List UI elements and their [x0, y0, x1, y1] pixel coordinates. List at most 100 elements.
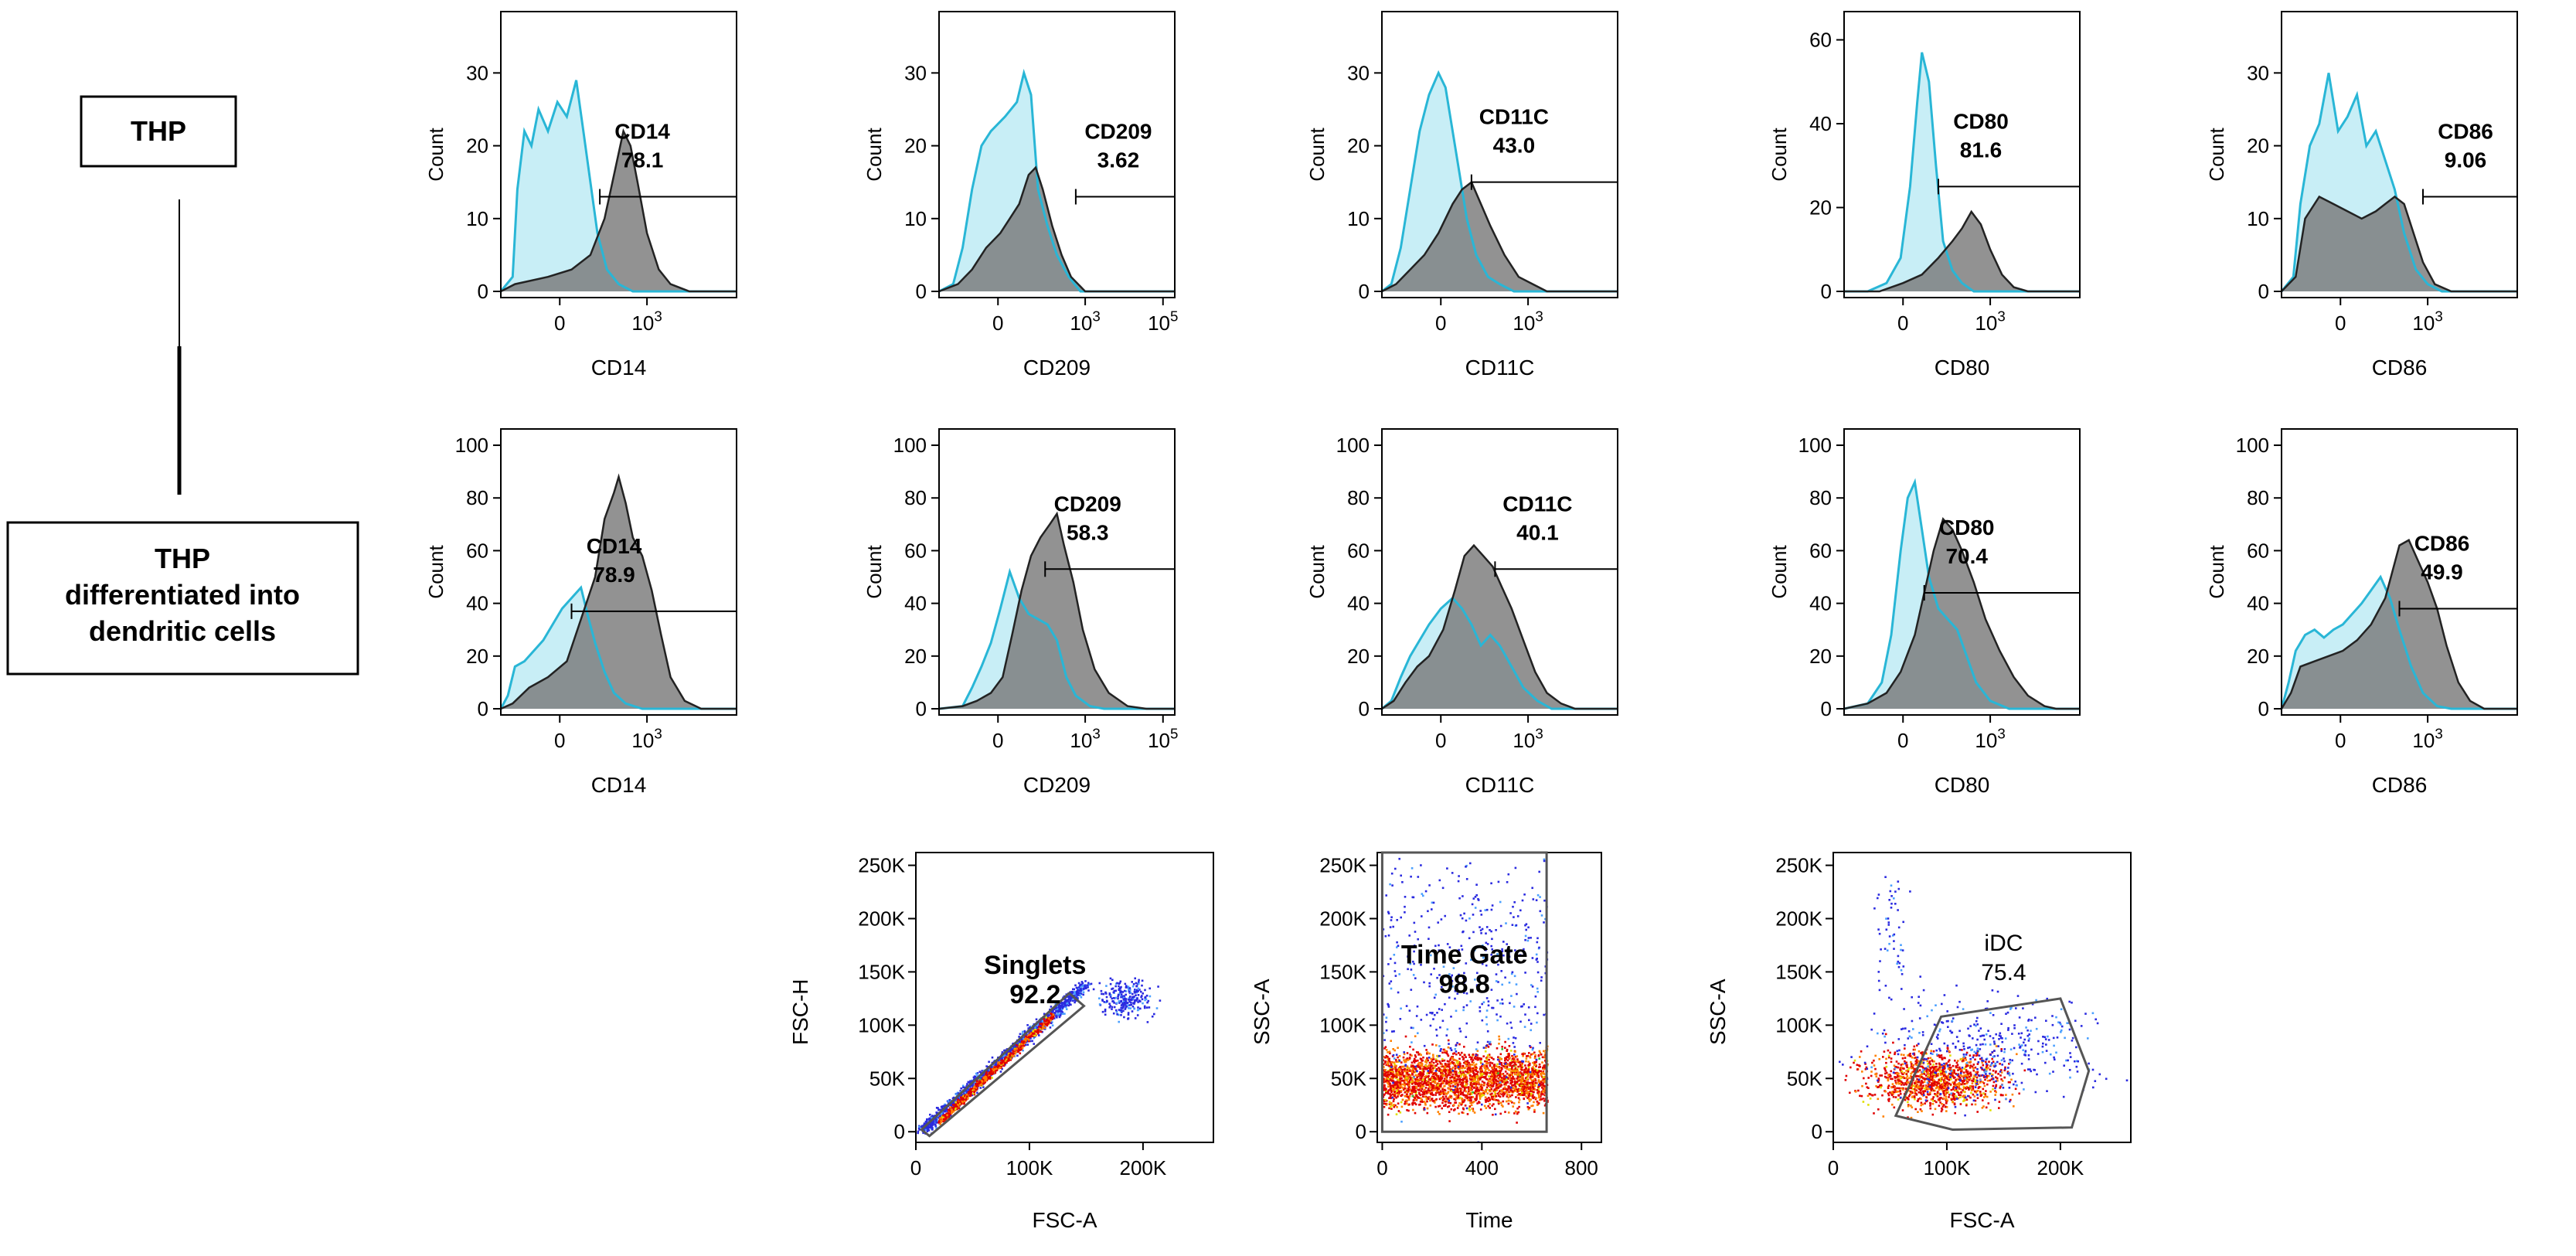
- event-dot: [1516, 1122, 1518, 1124]
- event-dot: [1114, 989, 1117, 992]
- event-dot: [1040, 1023, 1043, 1026]
- event-dot: [1036, 1026, 1038, 1029]
- event-dot: [1477, 1070, 1479, 1074]
- event-dot: [1474, 1078, 1476, 1081]
- event-dot: [1018, 1036, 1020, 1038]
- event-dot: [1137, 990, 1139, 992]
- event-dot: [1534, 1073, 1537, 1075]
- event-dot: [1125, 1000, 1127, 1002]
- event-dot: [1065, 1008, 1068, 1010]
- event-dot: [1458, 1064, 1461, 1066]
- event-dot: [1066, 1003, 1069, 1006]
- event-dot: [1448, 1096, 1450, 1099]
- event-dot: [1424, 1095, 1428, 1098]
- event-dot: [1384, 1061, 1387, 1064]
- y-tick-label: 20: [2247, 134, 2269, 158]
- event-dot: [1464, 1084, 1467, 1087]
- event-dot: [931, 1128, 934, 1131]
- event-dot: [1495, 1080, 1498, 1082]
- event-dot: [1492, 1067, 1496, 1070]
- event-dot: [1445, 1079, 1448, 1082]
- event-dot: [1526, 1106, 1530, 1108]
- event-dot: [1492, 1064, 1496, 1067]
- event-dot: [1468, 1099, 1472, 1102]
- event-dot: [974, 1081, 977, 1083]
- event-dot: [1038, 1026, 1040, 1028]
- event-dot: [1530, 1083, 1532, 1086]
- gate-label: CD11C: [1502, 492, 1572, 516]
- event-dot: [1052, 1013, 1055, 1016]
- event-dot: [1517, 1060, 1520, 1064]
- event-dot: [927, 1129, 931, 1132]
- event-dot: [1543, 1065, 1545, 1067]
- event-dot: [1393, 1091, 1396, 1094]
- event-dot: [1082, 991, 1085, 994]
- event-dot: [1537, 1079, 1540, 1081]
- event-dot: [976, 1088, 978, 1090]
- event-dot: [1400, 1077, 1403, 1080]
- event-dot: [1389, 1095, 1392, 1098]
- event-dot: [1456, 1088, 1459, 1090]
- event-dot: [1486, 1056, 1489, 1058]
- event-dot: [1418, 1066, 1421, 1068]
- event-dot: [1492, 1095, 1495, 1098]
- event-dot: [1431, 1089, 1433, 1091]
- event-dot: [1509, 1064, 1512, 1067]
- event-dot: [972, 1089, 974, 1091]
- event-dot: [1533, 1062, 1536, 1065]
- event-dot: [1444, 1051, 1446, 1053]
- event-dot: [1080, 996, 1083, 999]
- event-dot: [1520, 1081, 1523, 1084]
- isotype-line: [938, 68, 1175, 293]
- event-dot: [1421, 1070, 1424, 1074]
- event-dot: [1534, 1084, 1536, 1088]
- event-dot: [1465, 1086, 1468, 1089]
- event-dot: [1118, 1002, 1121, 1004]
- event-dot: [1426, 1072, 1429, 1075]
- event-dot: [1491, 1085, 1493, 1088]
- event-dot: [1498, 1100, 1500, 1103]
- event-dot: [1113, 1006, 1116, 1009]
- event-dot: [1111, 1008, 1113, 1010]
- event-dot: [1031, 1029, 1033, 1032]
- event-dot: [1398, 1080, 1400, 1082]
- event-dot: [1515, 1090, 1517, 1092]
- event-dot: [1533, 1060, 1536, 1064]
- event-dot: [1413, 1102, 1416, 1105]
- event-dot: [1125, 998, 1128, 1000]
- event-dot: [988, 1060, 990, 1064]
- event-dot: [1425, 1074, 1428, 1077]
- event-dot: [1445, 1103, 1447, 1106]
- event-dot: [1541, 1084, 1544, 1087]
- event-dot: [1387, 1113, 1390, 1116]
- event-dot: [1471, 1075, 1473, 1078]
- event-dot: [1413, 1060, 1415, 1063]
- event-dot: [1456, 1107, 1459, 1109]
- event-dot: [1429, 1069, 1431, 1072]
- event-dot: [982, 1086, 985, 1088]
- event-dot: [1496, 1092, 1499, 1095]
- event-dot: [1141, 979, 1144, 982]
- event-dot: [1033, 1029, 1035, 1032]
- event-dot: [1511, 1066, 1513, 1069]
- event-dot: [1486, 1092, 1489, 1094]
- event-dot: [1424, 1078, 1426, 1081]
- event-dot: [1523, 1085, 1526, 1088]
- event-dot: [1405, 1083, 1408, 1085]
- event-dot: [1507, 1074, 1510, 1076]
- event-dot: [1430, 1086, 1433, 1089]
- event-dot: [1454, 1083, 1457, 1085]
- dc-label-line1: THP: [155, 543, 210, 574]
- event-dot: [923, 1122, 926, 1125]
- x-tick-label: 103: [1513, 725, 1543, 752]
- event-dot: [1543, 1056, 1546, 1059]
- event-dot: [1104, 1008, 1107, 1011]
- event-dot: [1038, 1028, 1040, 1030]
- event-dot: [1385, 1055, 1388, 1057]
- x-tick-label: 103: [2412, 725, 2442, 752]
- event-dot: [1059, 1014, 1062, 1017]
- event-dot: [1145, 1006, 1148, 1009]
- event-dot: [1527, 1108, 1530, 1111]
